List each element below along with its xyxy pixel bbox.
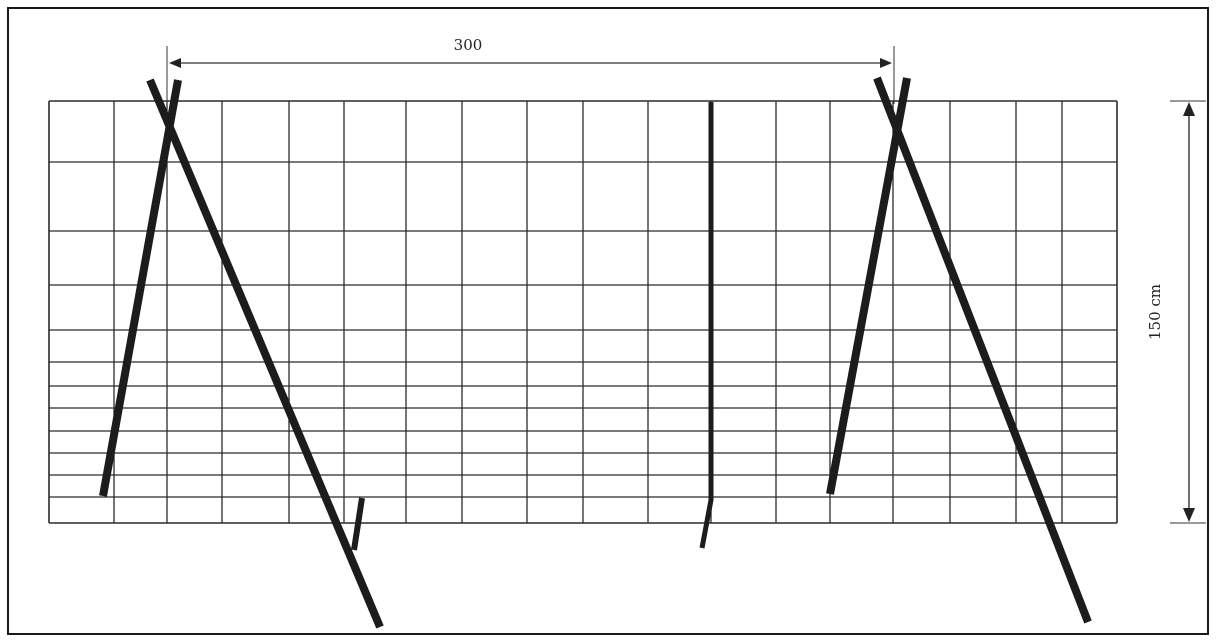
horizontal-dimension: 300	[166, 36, 895, 104]
vertical-dimension: 150 cm	[1146, 100, 1206, 524]
arrowhead-bottom	[1183, 508, 1195, 522]
right-vertical-pole	[826, 77, 911, 495]
outer-frame	[7, 7, 1209, 635]
arrowhead-right	[880, 58, 892, 68]
arrowhead-left	[169, 58, 181, 68]
left-pole-pair	[99, 78, 384, 629]
vertical-dimension-label: 150 cm	[1146, 284, 1164, 340]
left-vertical-pole	[99, 79, 182, 497]
right-pole-pair	[826, 76, 1092, 624]
arrowhead-top	[1183, 102, 1195, 116]
right-diagonal-brace	[873, 76, 1092, 624]
wire-mesh	[48, 100, 1118, 524]
left-diagonal-brace	[146, 78, 384, 629]
middle-post	[699, 102, 714, 549]
horizontal-dimension-label: 300	[454, 36, 483, 54]
left-brace-stub	[351, 497, 365, 551]
